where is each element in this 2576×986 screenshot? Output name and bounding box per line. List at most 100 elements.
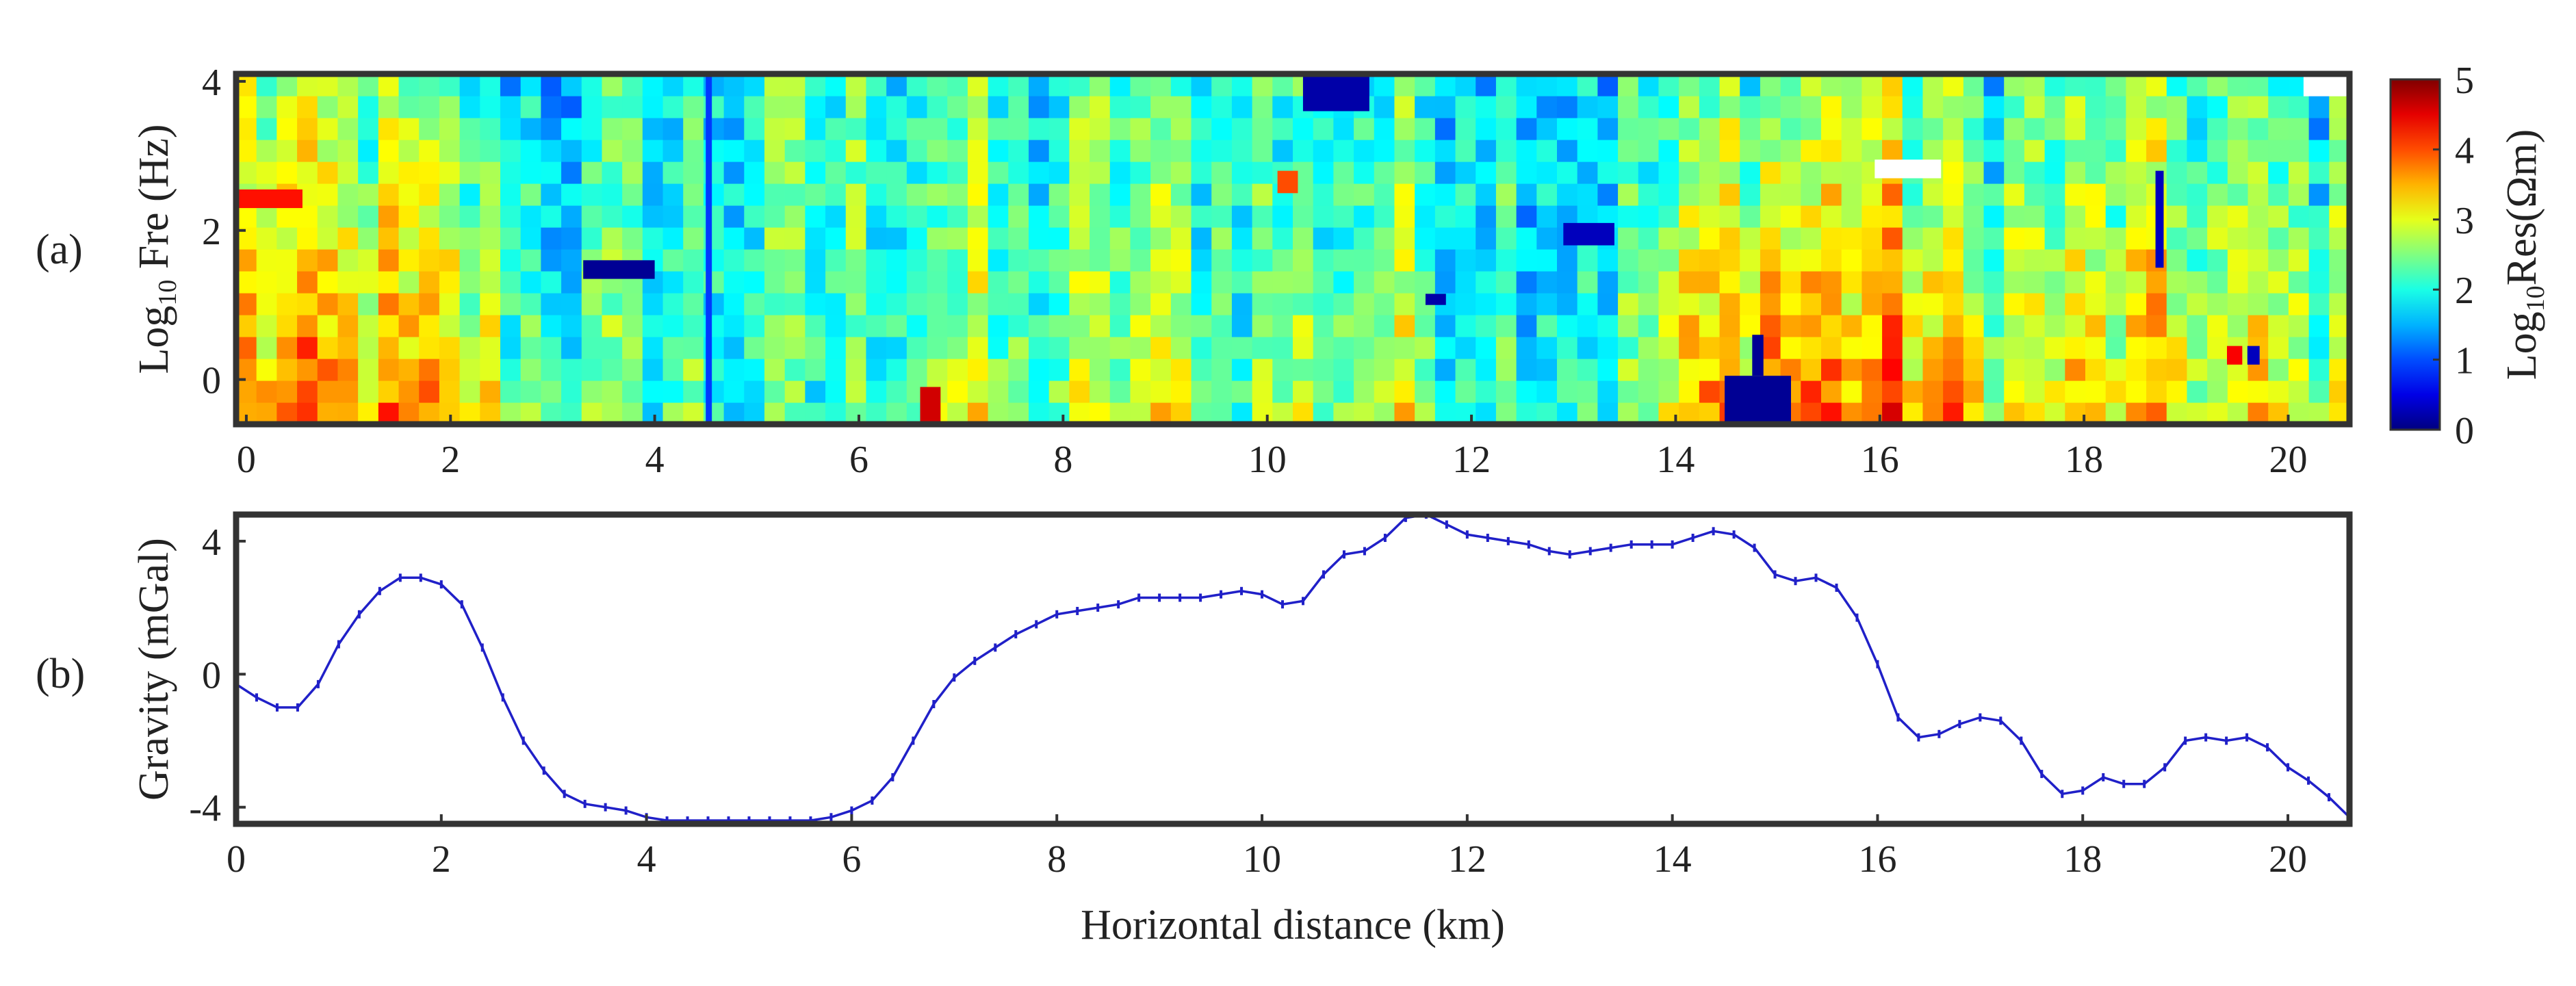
heatmap-cell	[256, 249, 277, 272]
heatmap-cell	[337, 140, 359, 162]
heatmap-cell	[723, 359, 745, 381]
heatmap-cell	[2004, 337, 2025, 359]
heatmap-cell	[1862, 227, 1883, 250]
heatmap-cell	[2024, 161, 2046, 184]
heatmap-cell	[988, 359, 1009, 381]
heatmap-cell	[764, 161, 786, 184]
heatmap-cell	[419, 249, 440, 272]
heatmap-cell	[1902, 140, 1924, 162]
heatmap-cell	[1109, 315, 1131, 337]
heatmap-cell	[1577, 402, 1598, 424]
heatmap-cell	[1293, 118, 1314, 140]
heatmap-cell	[2288, 337, 2310, 359]
heatmap-cell	[1963, 402, 1985, 424]
heatmap-cell	[2105, 96, 2126, 118]
heatmap-cell	[1495, 359, 1517, 381]
heatmap-cell	[723, 402, 745, 424]
heatmap-cell	[1394, 315, 1415, 337]
heatmap-cell	[2187, 140, 2208, 162]
heatmap-cell	[1313, 315, 1334, 337]
heatmap-cell	[1170, 96, 1192, 118]
heatmap-cell	[967, 140, 989, 162]
heatmap-cell	[1252, 227, 1273, 250]
heatmap-cell	[1679, 359, 1700, 381]
heatmap-cell	[1902, 205, 1924, 228]
heatmap-cell	[1272, 96, 1293, 118]
heatmap-cell	[1902, 271, 1924, 294]
heatmap-cell	[2085, 96, 2107, 118]
heatmap-cell	[1333, 359, 1354, 381]
heatmap-cell	[236, 380, 257, 403]
heatmap-cell	[784, 227, 806, 250]
heatmap-cell	[337, 380, 359, 403]
heatmap-cell	[1922, 118, 1944, 140]
heatmap-cell	[1374, 315, 1395, 337]
heatmap-cell	[1029, 249, 1050, 272]
heatmap-cell	[1374, 205, 1395, 228]
heatmap-cell	[1618, 359, 1639, 381]
heatmap-cell	[1699, 140, 1721, 162]
heatmap-cell	[297, 140, 318, 162]
heatmap-cell	[1150, 337, 1172, 359]
heatmap-cell	[520, 315, 541, 337]
heatmap-cell	[1699, 205, 1721, 228]
heatmap-cell	[1069, 271, 1090, 294]
heatmap-cell	[1130, 96, 1151, 118]
heatmap-cell	[1902, 359, 1924, 381]
heatmap-cell	[1333, 380, 1354, 403]
heatmap-cell	[2065, 249, 2086, 272]
heatmap-cell	[1354, 118, 1375, 140]
heatmap-cell	[358, 205, 379, 228]
heatmap-cell	[581, 359, 603, 381]
heatmap-cell	[1211, 227, 1233, 250]
heatmap-cell	[398, 380, 420, 403]
heatmap-cell	[2085, 161, 2107, 184]
heatmap-cell	[1476, 183, 1497, 206]
heatmap-cell	[622, 359, 643, 381]
heatmap-cell	[419, 183, 440, 206]
heatmap-cell	[784, 337, 806, 359]
heatmap-cell	[845, 380, 867, 403]
x-tick-label: 2	[432, 838, 451, 881]
heatmap-cell	[1191, 161, 1212, 184]
heatmap-cell	[1922, 74, 1944, 96]
heatmap-cell	[662, 337, 684, 359]
heatmap-cell	[1658, 205, 1679, 228]
heatmap-cell	[683, 227, 704, 250]
heatmap-cell	[459, 205, 480, 228]
heatmap-cell	[662, 271, 684, 294]
heatmap-cell	[602, 359, 623, 381]
heatmap-cell	[805, 74, 826, 96]
heatmap-cell	[723, 271, 745, 294]
heatmap-cell	[1760, 227, 1781, 250]
heatmap-cell	[378, 183, 400, 206]
heatmap-cell	[2004, 118, 2025, 140]
heatmap-cell	[825, 161, 847, 184]
heatmap-cell	[845, 96, 867, 118]
anomaly-patch	[2155, 170, 2164, 268]
heatmap-cell	[256, 118, 277, 140]
heatmap-cell	[947, 337, 968, 359]
heatmap-cell	[2288, 293, 2310, 315]
heatmap-cell	[2024, 402, 2046, 424]
heatmap-cell	[1170, 293, 1192, 315]
heatmap-cell	[622, 337, 643, 359]
heatmap-cell	[642, 293, 664, 315]
heatmap-cell	[1048, 271, 1070, 294]
heatmap-cell	[358, 293, 379, 315]
heatmap-cell	[2268, 96, 2289, 118]
heatmap-cell	[561, 293, 582, 315]
heatmap-cell	[276, 315, 298, 337]
heatmap-cell	[1150, 140, 1172, 162]
heatmap-cell	[2187, 118, 2208, 140]
heatmap-cell	[1109, 96, 1131, 118]
heatmap-cell	[947, 161, 968, 184]
heatmap-cell	[1455, 249, 1476, 272]
x-tick-label: 12	[1448, 838, 1486, 881]
heatmap-cell	[1415, 96, 1436, 118]
heatmap-cell	[886, 337, 907, 359]
heatmap-cell	[1577, 271, 1598, 294]
heatmap-cell	[2308, 249, 2330, 272]
heatmap-cell	[1760, 140, 1781, 162]
heatmap-cell	[459, 402, 480, 424]
